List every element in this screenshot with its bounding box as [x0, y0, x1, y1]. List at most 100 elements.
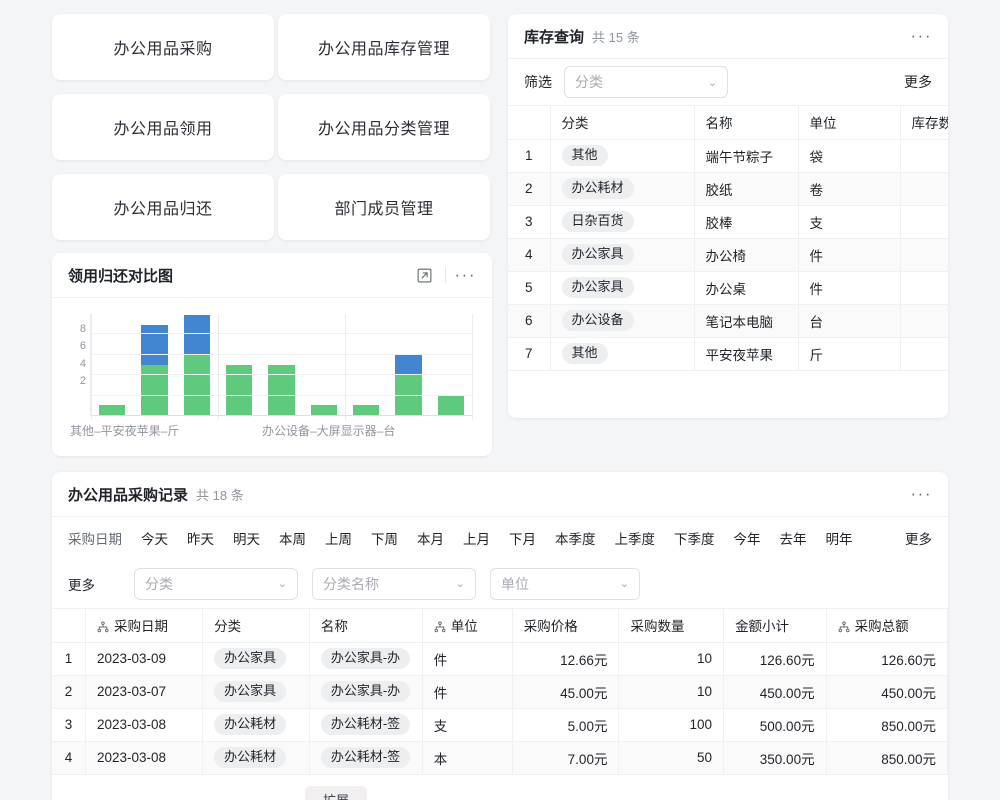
cell-date[interactable]: 2023-03-07: [85, 675, 204, 709]
table-row[interactable]: 2 2023-03-07 办公家具 办公家具-办件 45.00元 10 450.00元 450…: [52, 675, 948, 709]
shortcut-card-category-mgmt[interactable]: 办公用品分类管理: [278, 94, 490, 160]
chart-bar[interactable]: [141, 325, 168, 415]
quick-filter-option[interactable]: 上月: [463, 532, 490, 547]
cell-unit[interactable]: 件: [422, 675, 513, 709]
cell-qty[interactable]: [900, 337, 948, 371]
inventory-more-link[interactable]: 更多: [904, 74, 932, 90]
cell-category[interactable]: 其他: [550, 139, 695, 173]
inventory-col-header[interactable]: 名称: [694, 106, 799, 140]
purchase-col-header[interactable]: 采购数量: [618, 609, 725, 643]
cell-category[interactable]: 其他: [550, 337, 695, 371]
quick-filter-option[interactable]: 今年: [733, 532, 761, 547]
cell-unit[interactable]: 件: [422, 642, 513, 676]
quick-filter-option[interactable]: 下周: [371, 532, 398, 547]
cell-unit[interactable]: 件: [798, 271, 901, 305]
chart-bar[interactable]: [395, 355, 422, 415]
cell-price[interactable]: 45.00元: [512, 675, 620, 709]
table-row[interactable]: 4 办公家具 办公椅件: [508, 238, 948, 272]
cell-name[interactable]: 笔记本电脑: [694, 304, 799, 338]
purchase-col-header[interactable]: 分类: [202, 609, 310, 643]
quick-filter-option[interactable]: 明天: [233, 532, 260, 547]
external-link-icon[interactable]: [414, 264, 436, 286]
cell-category[interactable]: 办公家具: [550, 271, 695, 305]
cell-category[interactable]: 办公家具: [202, 642, 310, 676]
cell-name[interactable]: 办公椅: [694, 238, 799, 272]
ellipsis-icon[interactable]: ···: [910, 26, 932, 45]
shortcut-card-inventory-mgmt[interactable]: 办公用品库存管理: [278, 14, 490, 80]
chart-bar[interactable]: [353, 405, 380, 415]
quick-filter-option[interactable]: 下月: [509, 532, 536, 547]
purchase-category-name-select[interactable]: 分类名称 ⌄: [312, 567, 476, 600]
table-row[interactable]: 6 办公设备 笔记本电脑台: [508, 304, 948, 338]
cell-price[interactable]: 12.66元: [512, 642, 620, 676]
chart-bar[interactable]: [310, 405, 337, 415]
cell-qty[interactable]: [900, 271, 948, 305]
cell-price[interactable]: 7.00元: [512, 741, 620, 775]
cell-unit[interactable]: 件: [798, 238, 901, 272]
quick-filter-option[interactable]: 本季度: [555, 532, 596, 547]
cell-name[interactable]: 办公家具-办: [309, 675, 423, 709]
table-row[interactable]: 2 办公耗材 胶纸卷: [508, 172, 948, 206]
chart-bar[interactable]: [437, 395, 464, 415]
cell-name[interactable]: 胶纸: [694, 172, 799, 206]
cell-qty[interactable]: [900, 238, 948, 272]
cell-unit[interactable]: 卷: [798, 172, 901, 206]
inventory-col-header[interactable]: [508, 106, 551, 140]
cell-date[interactable]: 2023-03-08: [85, 708, 204, 742]
cell-category[interactable]: 办公耗材: [550, 172, 695, 206]
cell-category[interactable]: 办公耗材: [202, 741, 310, 775]
inventory-col-header[interactable]: 库存数量: [900, 106, 948, 140]
purchase-category-select[interactable]: 分类 ⌄: [134, 567, 298, 600]
chart-bar[interactable]: [226, 365, 253, 415]
cell-unit[interactable]: 袋: [798, 139, 901, 173]
purchase-quick-more-link[interactable]: 更多: [905, 532, 932, 547]
cell-date[interactable]: 2023-03-09: [85, 642, 204, 676]
cell-category[interactable]: 日杂百货: [550, 205, 695, 239]
cell-subtotal[interactable]: 450.00元: [723, 675, 827, 709]
cell-price[interactable]: 5.00元: [512, 708, 620, 742]
cell-subtotal[interactable]: 126.60元: [723, 642, 827, 676]
quick-filter-option[interactable]: 去年: [779, 532, 807, 547]
inventory-col-header[interactable]: 分类: [550, 106, 695, 140]
quick-filter-option[interactable]: 上季度: [614, 532, 656, 547]
table-row[interactable]: 3 日杂百货 胶棒支: [508, 205, 948, 239]
cell-name[interactable]: 办公耗材-签: [309, 741, 423, 775]
inventory-col-header[interactable]: 单位: [798, 106, 901, 140]
quick-filter-option[interactable]: 上周: [325, 532, 352, 547]
expand-button[interactable]: 扩展: [305, 786, 367, 800]
purchase-col-header[interactable]: 金额小计: [723, 609, 827, 643]
shortcut-card-purchase[interactable]: 办公用品采购: [52, 14, 274, 80]
cell-unit[interactable]: 本: [422, 741, 513, 775]
ellipsis-icon[interactable]: ···: [910, 484, 932, 503]
shortcut-card-requisition[interactable]: 办公用品领用: [52, 94, 274, 160]
chart-bar[interactable]: [268, 365, 295, 415]
cell-qty[interactable]: [900, 205, 948, 239]
cell-unit[interactable]: 支: [798, 205, 901, 239]
cell-subtotal[interactable]: 500.00元: [723, 708, 827, 742]
table-row[interactable]: 1 2023-03-09 办公家具 办公家具-办件 12.66元 10 126.60元 126…: [52, 642, 948, 676]
purchase-col-header[interactable]: 采购总额: [826, 609, 948, 643]
shortcut-card-return[interactable]: 办公用品归还: [52, 174, 274, 240]
cell-total[interactable]: 450.00元: [826, 675, 948, 709]
cell-name[interactable]: 平安夜苹果: [694, 337, 799, 371]
purchase-unit-select[interactable]: 单位 ⌄: [490, 567, 640, 600]
cell-qty[interactable]: 50: [618, 741, 725, 775]
cell-category[interactable]: 办公设备: [550, 304, 695, 338]
quick-filter-option[interactable]: 下季度: [674, 532, 715, 547]
cell-total[interactable]: 850.00元: [826, 708, 948, 742]
cell-name[interactable]: 端午节粽子: [694, 139, 799, 173]
cell-name[interactable]: 胶棒: [694, 205, 799, 239]
cell-category[interactable]: 办公耗材: [202, 708, 310, 742]
purchase-col-header[interactable]: 单位: [422, 609, 513, 643]
cell-qty[interactable]: 100: [618, 708, 725, 742]
purchase-col-header[interactable]: 采购日期: [85, 609, 204, 643]
purchase-col-header[interactable]: [52, 609, 86, 643]
cell-category[interactable]: 办公家具: [202, 675, 310, 709]
cell-qty[interactable]: [900, 304, 948, 338]
table-row[interactable]: 7 其他 平安夜苹果斤: [508, 337, 948, 371]
quick-filter-option[interactable]: 今天: [141, 532, 168, 547]
chart-bar[interactable]: [183, 315, 210, 415]
table-row[interactable]: 1 其他 端午节粽子袋: [508, 139, 948, 173]
cell-unit[interactable]: 斤: [798, 337, 901, 371]
quick-filter-option[interactable]: 昨天: [187, 532, 214, 547]
